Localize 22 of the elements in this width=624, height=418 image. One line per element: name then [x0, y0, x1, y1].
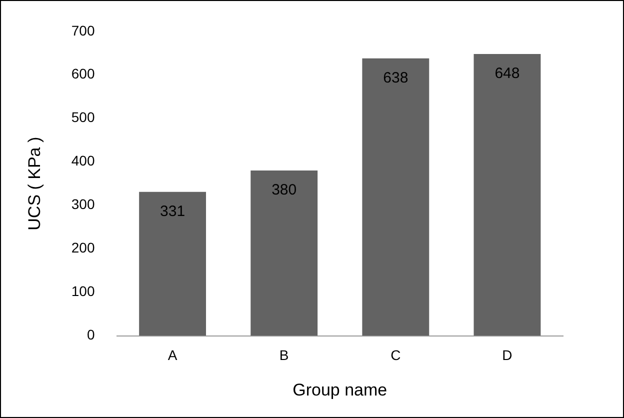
- y-tick-label: 700: [71, 22, 95, 38]
- x-tick-label: A: [168, 347, 178, 364]
- y-tick-label: 400: [71, 152, 95, 169]
- y-tick-label: 600: [71, 66, 95, 82]
- data-label: 331: [160, 203, 186, 220]
- y-tick-label: 0: [86, 326, 95, 343]
- x-axis-title: Group name: [292, 380, 388, 400]
- bar: [139, 192, 206, 336]
- y-tick-label: 200: [71, 240, 95, 256]
- bar: [362, 58, 430, 336]
- x-tick-label: D: [502, 347, 512, 364]
- x-tick-label: B: [279, 347, 289, 364]
- x-tick-label: C: [390, 347, 401, 364]
- y-tick-label: 100: [71, 283, 95, 300]
- y-tick-label: 500: [71, 109, 95, 126]
- bar: [250, 170, 318, 336]
- y-tick-label: 300: [71, 196, 95, 212]
- data-label: 638: [383, 70, 408, 86]
- bar: [474, 54, 541, 336]
- data-label: 648: [494, 65, 520, 82]
- data-label: 380: [272, 182, 297, 199]
- y-axis-title: UCS ( KPa ): [24, 136, 44, 230]
